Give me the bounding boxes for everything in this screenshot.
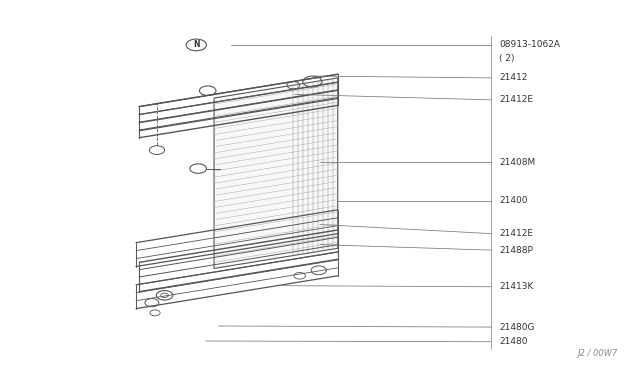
Text: J2 / 00W7: J2 / 00W7 (578, 349, 618, 358)
Polygon shape (214, 78, 338, 269)
Text: N: N (193, 41, 200, 49)
Text: 21400: 21400 (499, 196, 527, 205)
Text: 21412E: 21412E (499, 229, 533, 238)
Text: 21408M: 21408M (499, 158, 535, 167)
Text: 21480G: 21480G (499, 323, 534, 331)
Text: 21488P: 21488P (499, 246, 532, 254)
Text: 21412E: 21412E (499, 95, 533, 105)
Text: 21480: 21480 (499, 337, 527, 346)
Text: 21413K: 21413K (499, 282, 533, 291)
Text: 21412: 21412 (499, 73, 527, 83)
Text: 08913-1062A: 08913-1062A (499, 41, 560, 49)
Text: ( 2): ( 2) (499, 54, 515, 63)
